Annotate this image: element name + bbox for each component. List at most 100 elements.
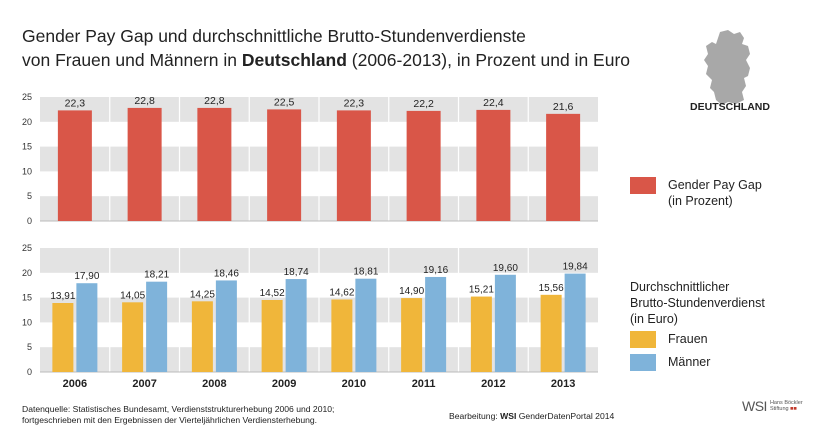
title-line-2-prefix: von Frauen und Männern in — [22, 50, 242, 70]
legend-earnings-heading-1: Durchschnittlicher — [630, 280, 730, 294]
data-label-women: 14,62 — [329, 287, 354, 298]
bar-men — [285, 279, 307, 372]
logo-hbs-line-2: Stiftung ■■ — [769, 406, 797, 412]
legend-earnings-heading-2: Brutto-Stundenverdienst — [630, 296, 765, 310]
x-tick-label: 2011 — [412, 378, 436, 390]
x-tick-label: 2009 — [272, 378, 296, 390]
y-tick-label: 25 — [22, 92, 32, 102]
bar-women — [191, 301, 213, 372]
wsi-hbs-logo: WSI Hans Böckler Stiftung ■■ — [742, 398, 803, 414]
data-label-women: 15,56 — [539, 283, 564, 294]
data-label-women: 14,52 — [260, 288, 285, 299]
legend-earnings-heading: Durchschnittlicher Brutto-Stundenverdien… — [630, 279, 815, 327]
credit-prefix: Bearbeitung: — [449, 411, 501, 421]
credit-note: Bearbeitung: WSI GenderDatenPortal 2014 — [449, 411, 614, 421]
bar-women — [261, 299, 283, 372]
legend-women-label: Frauen — [668, 332, 708, 346]
bar-gap — [406, 110, 441, 221]
y-tick-label: 5 — [27, 191, 32, 201]
title-line-2-bold: Deutschland — [241, 50, 347, 70]
y-tick-label: 10 — [22, 166, 32, 176]
y-tick-label: 0 — [27, 216, 32, 226]
data-label-women: 14,05 — [120, 290, 145, 301]
title-line-2-suffix: (2006-2013), in Prozent und in Euro — [346, 50, 630, 70]
data-label-men: 19,60 — [493, 263, 518, 274]
legend-gap-label-1: Gender Pay Gap — [668, 178, 762, 192]
bar-gap — [267, 109, 302, 221]
credit-bold: WSI — [500, 411, 517, 421]
logo-wsi: WSI — [742, 398, 767, 414]
data-label-gap: 22,3 — [344, 97, 365, 109]
credit-suffix: GenderDatenPortal 2014 — [516, 411, 615, 421]
data-label-women: 13,91 — [50, 291, 75, 302]
bar-women — [331, 299, 353, 372]
bar-men — [355, 278, 377, 372]
legend-men-label: Männer — [668, 355, 711, 369]
bar-men — [564, 273, 586, 372]
x-tick-label: 2007 — [132, 378, 156, 390]
legend-gap: Gender Pay Gap (in Prozent) — [630, 177, 762, 209]
bar-women — [470, 296, 492, 372]
data-label-men: 18,74 — [284, 267, 309, 278]
legend-earnings-heading-3: (in Euro) — [630, 312, 678, 326]
y-tick-label: 25 — [22, 243, 32, 253]
chart-title: Gender Pay Gap und durchschnittliche Bru… — [22, 24, 630, 72]
x-tick-label: 2006 — [63, 378, 87, 390]
bar-women — [401, 298, 423, 372]
bar-women — [540, 294, 562, 372]
y-tick-label: 20 — [22, 268, 32, 278]
bar-gap — [57, 110, 92, 221]
data-label-men: 19,16 — [423, 265, 448, 276]
data-label-men: 19,84 — [563, 262, 588, 273]
y-tick-label: 5 — [27, 342, 32, 352]
legend-women-swatch — [630, 331, 656, 348]
bar-gap — [127, 107, 162, 221]
bar-gap — [336, 110, 371, 221]
x-tick-label: 2008 — [202, 378, 226, 390]
data-label-gap: 21,6 — [553, 101, 574, 113]
logo-hbs-line-1: Hans Böckler — [769, 400, 803, 406]
y-tick-label: 15 — [22, 142, 32, 152]
bar-women — [52, 303, 74, 372]
y-tick-label: 0 — [27, 367, 32, 377]
data-label-men: 18,81 — [353, 267, 378, 278]
bar-men — [146, 281, 168, 372]
data-label-men: 18,46 — [214, 268, 239, 279]
bar-gap — [197, 107, 232, 221]
y-tick-label: 10 — [22, 317, 32, 327]
germany-map-icon — [690, 28, 770, 108]
bar-gap — [546, 113, 581, 221]
legend-men: Männer — [630, 354, 710, 371]
data-label-gap: 22,4 — [483, 97, 504, 109]
x-tick-label: 2012 — [481, 378, 505, 390]
bar-men — [76, 283, 98, 372]
x-tick-label: 2013 — [551, 378, 575, 390]
data-label-gap: 22,8 — [204, 95, 225, 107]
legend-men-swatch — [630, 354, 656, 371]
legend-gap-label-2: (in Prozent) — [668, 194, 733, 208]
source-line-1: Datenquelle: Statistisches Bundesamt, Ve… — [22, 404, 335, 414]
bar-gap — [476, 109, 511, 221]
bar-men — [215, 280, 237, 372]
title-line-2: von Frauen und Männern in Deutschland (2… — [22, 48, 630, 72]
source-note: Datenquelle: Statistisches Bundesamt, Ve… — [22, 404, 334, 426]
bar-men — [425, 276, 447, 372]
source-line-2: fortgeschrieben mit den Ergebnissen der … — [22, 415, 318, 425]
x-tick-label: 2010 — [342, 378, 366, 390]
data-label-women: 14,25 — [190, 289, 215, 300]
y-tick-label: 15 — [22, 293, 32, 303]
data-label-women: 14,90 — [399, 286, 424, 297]
bar-men — [494, 274, 516, 372]
legend-women: Frauen — [630, 331, 708, 348]
data-label-gap: 22,2 — [413, 98, 434, 110]
legend-gap-swatch — [630, 177, 656, 194]
title-line-1: Gender Pay Gap und durchschnittliche Bru… — [22, 26, 526, 46]
data-label-men: 17,90 — [74, 271, 99, 282]
data-label-women: 15,21 — [469, 285, 494, 296]
map-label: DEUTSCHLAND — [690, 101, 770, 113]
data-label-gap: 22,8 — [134, 95, 155, 107]
data-label-gap: 22,3 — [65, 97, 86, 109]
bar-women — [122, 302, 144, 372]
data-label-men: 18,21 — [144, 270, 169, 281]
